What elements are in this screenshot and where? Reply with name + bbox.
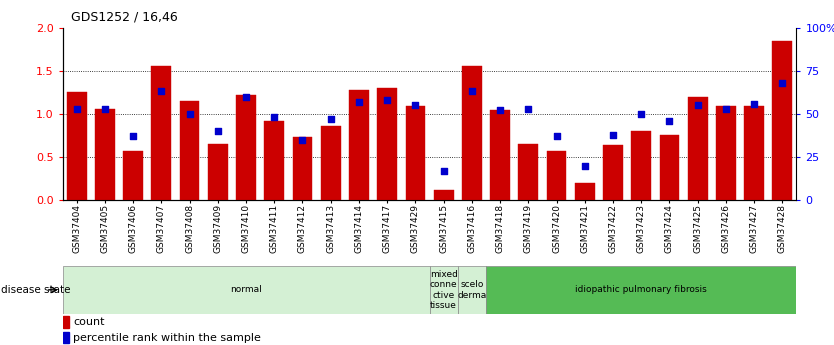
- Point: [154, 89, 168, 94]
- Bar: [152, 66, 171, 200]
- Bar: [660, 135, 680, 200]
- Text: scelo
derma: scelo derma: [457, 280, 486, 299]
- Bar: [486, 266, 796, 314]
- Bar: [772, 41, 792, 200]
- Bar: [716, 106, 736, 200]
- Point: [550, 134, 563, 139]
- Bar: [321, 126, 340, 200]
- Text: count: count: [73, 317, 104, 327]
- Bar: [179, 101, 199, 200]
- Bar: [430, 266, 458, 314]
- Point: [494, 108, 507, 113]
- Bar: [264, 121, 284, 200]
- Point: [352, 99, 365, 105]
- Bar: [95, 109, 115, 200]
- Bar: [63, 316, 69, 328]
- Bar: [603, 145, 623, 200]
- Bar: [490, 110, 510, 200]
- Bar: [349, 90, 369, 200]
- Point: [268, 115, 281, 120]
- Point: [465, 89, 479, 94]
- Point: [127, 134, 140, 139]
- Bar: [293, 137, 313, 200]
- Point: [211, 128, 224, 134]
- Point: [719, 106, 732, 111]
- Bar: [688, 97, 707, 200]
- Point: [380, 97, 394, 103]
- Point: [635, 111, 648, 117]
- Bar: [575, 183, 595, 200]
- Bar: [63, 266, 430, 314]
- Point: [296, 137, 309, 142]
- Bar: [546, 151, 566, 200]
- Point: [578, 163, 591, 168]
- Point: [663, 118, 676, 124]
- Text: percentile rank within the sample: percentile rank within the sample: [73, 333, 261, 343]
- Text: idiopathic pulmonary fibrosis: idiopathic pulmonary fibrosis: [575, 285, 707, 294]
- Bar: [377, 88, 397, 200]
- Bar: [63, 332, 69, 344]
- Bar: [434, 190, 454, 200]
- Point: [606, 132, 620, 137]
- Point: [70, 106, 83, 111]
- Bar: [462, 66, 482, 200]
- Bar: [123, 151, 143, 200]
- Text: normal: normal: [230, 285, 262, 294]
- Bar: [405, 106, 425, 200]
- Bar: [236, 95, 256, 200]
- Text: disease state: disease state: [1, 285, 70, 295]
- Point: [324, 116, 338, 122]
- Text: mixed
conne
ctive
tissue: mixed conne ctive tissue: [430, 270, 458, 310]
- Bar: [631, 131, 651, 200]
- Point: [98, 106, 112, 111]
- Point: [747, 101, 761, 106]
- Point: [691, 102, 705, 108]
- Text: GDS1252 / 16,46: GDS1252 / 16,46: [71, 10, 178, 23]
- Bar: [744, 106, 764, 200]
- Point: [183, 111, 196, 117]
- Bar: [208, 144, 228, 200]
- Point: [776, 80, 789, 86]
- Point: [437, 168, 450, 174]
- Bar: [458, 266, 486, 314]
- Point: [521, 106, 535, 111]
- Bar: [67, 92, 87, 200]
- Point: [239, 94, 253, 99]
- Point: [409, 102, 422, 108]
- Bar: [519, 144, 538, 200]
